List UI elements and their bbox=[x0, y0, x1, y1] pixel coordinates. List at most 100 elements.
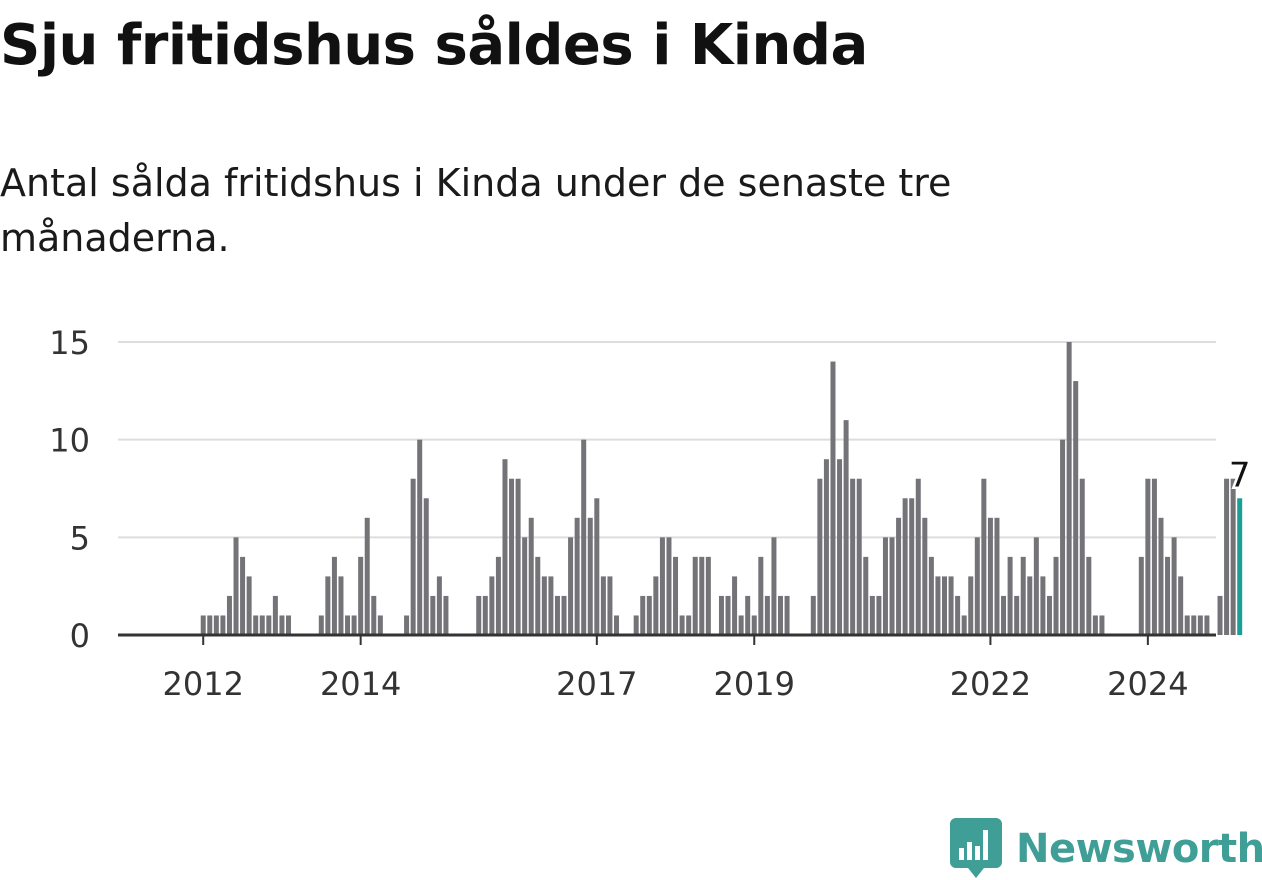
bar bbox=[659, 537, 665, 635]
bar bbox=[207, 615, 213, 635]
bar bbox=[220, 615, 226, 635]
bar bbox=[948, 576, 954, 635]
bar bbox=[614, 615, 619, 635]
bar bbox=[325, 576, 331, 635]
bar bbox=[1184, 615, 1190, 635]
bar bbox=[351, 615, 357, 635]
bar bbox=[758, 556, 764, 635]
bar bbox=[581, 439, 587, 635]
bar bbox=[876, 595, 882, 635]
bar bbox=[837, 459, 843, 635]
bar bbox=[764, 595, 770, 635]
bar bbox=[338, 576, 344, 635]
bar bbox=[955, 595, 961, 635]
brand-name: Newsworthy bbox=[1016, 826, 1262, 872]
bar bbox=[633, 615, 639, 635]
bar bbox=[541, 576, 547, 635]
bar bbox=[377, 615, 383, 635]
bar bbox=[266, 615, 272, 635]
x-tick-label: 2017 bbox=[556, 665, 637, 703]
bar bbox=[1014, 595, 1020, 635]
bar bbox=[371, 595, 377, 635]
bar bbox=[522, 537, 528, 635]
bar bbox=[771, 537, 777, 635]
bar bbox=[718, 595, 724, 635]
bar bbox=[823, 459, 829, 635]
bar bbox=[554, 595, 560, 635]
bar bbox=[640, 595, 646, 635]
data-labels: 7 bbox=[1226, 453, 1253, 498]
bar bbox=[882, 537, 888, 635]
bar bbox=[607, 576, 613, 635]
bar bbox=[981, 478, 987, 635]
bar bbox=[279, 615, 285, 635]
x-tick-label: 2012 bbox=[163, 665, 244, 703]
bar bbox=[1178, 576, 1184, 635]
bar bbox=[1027, 576, 1033, 635]
bar bbox=[856, 478, 862, 635]
bar bbox=[987, 517, 993, 635]
bar bbox=[213, 615, 219, 635]
x-axis-ticks: 2012 2014 2017 2019 2022 2024 bbox=[163, 635, 1189, 703]
bar bbox=[738, 615, 744, 635]
bar bbox=[430, 595, 436, 635]
bar bbox=[417, 439, 423, 635]
x-tick-label: 2014 bbox=[320, 665, 401, 703]
bar bbox=[436, 576, 442, 635]
bar bbox=[364, 517, 370, 635]
bar bbox=[548, 576, 554, 635]
bar bbox=[358, 556, 364, 635]
bar bbox=[246, 576, 252, 635]
bar bbox=[673, 556, 679, 635]
bar bbox=[666, 537, 672, 635]
bar bbox=[574, 517, 580, 635]
bar bbox=[1053, 556, 1059, 635]
bar bbox=[1066, 342, 1072, 635]
bar bbox=[509, 478, 515, 635]
bar bbox=[896, 517, 902, 635]
bar bbox=[1060, 439, 1066, 635]
bar bbox=[443, 595, 449, 635]
bar bbox=[889, 537, 895, 635]
bar bbox=[902, 498, 908, 635]
y-tick-label: 10 bbox=[49, 422, 90, 460]
bar bbox=[725, 595, 731, 635]
bar bbox=[1165, 556, 1171, 635]
bar bbox=[922, 517, 928, 635]
bar bbox=[600, 576, 606, 635]
bar bbox=[331, 556, 337, 635]
highlight-data-label: 7 bbox=[1229, 455, 1251, 495]
bar bbox=[1217, 595, 1223, 635]
bar bbox=[732, 576, 738, 635]
chart-title: Sju fritidshus såldes i Kinda bbox=[0, 13, 868, 78]
bar bbox=[1158, 517, 1164, 635]
bar bbox=[587, 517, 593, 635]
bar bbox=[974, 537, 980, 635]
bar bbox=[745, 595, 751, 635]
bar bbox=[1073, 381, 1079, 635]
bar bbox=[568, 537, 574, 635]
bar bbox=[272, 595, 278, 635]
bar bbox=[1145, 478, 1151, 635]
newsworthy-logo-icon bbox=[950, 818, 1002, 878]
bar bbox=[1151, 478, 1157, 635]
bar bbox=[909, 498, 915, 635]
brand-logo: Newsworthy bbox=[950, 818, 1262, 880]
bar bbox=[476, 595, 482, 635]
bar bbox=[528, 517, 534, 635]
bar-chart: 0 5 10 15 2012 2014 2017 2019 2022 2024 7 bbox=[49, 324, 1253, 703]
bar bbox=[345, 615, 351, 635]
bar bbox=[482, 595, 488, 635]
bar bbox=[686, 615, 692, 635]
bar bbox=[404, 615, 410, 635]
bar bbox=[226, 595, 232, 635]
bar bbox=[915, 478, 921, 635]
bar bbox=[286, 615, 291, 635]
y-tick-label: 5 bbox=[70, 519, 90, 557]
bar bbox=[259, 615, 265, 635]
bar bbox=[561, 595, 567, 635]
bar bbox=[423, 498, 429, 635]
y-tick-label: 15 bbox=[49, 324, 90, 362]
bar bbox=[233, 537, 239, 635]
y-tick-label: 0 bbox=[70, 617, 90, 655]
